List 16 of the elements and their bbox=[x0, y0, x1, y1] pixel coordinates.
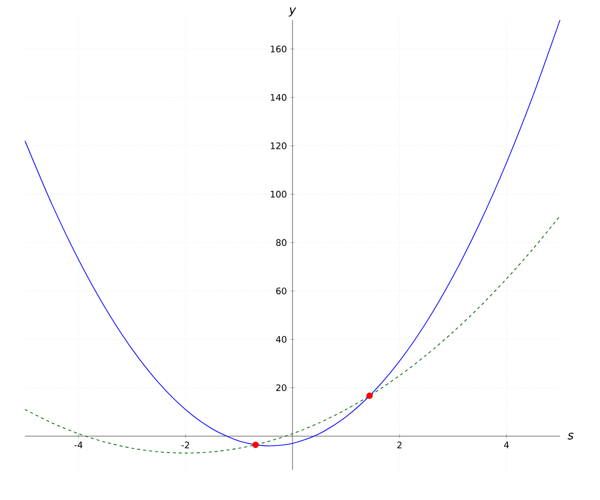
y-tick-label: 140 bbox=[270, 94, 286, 101]
y-tick-label: 100 bbox=[270, 190, 286, 198]
line-series bbox=[24, 216, 560, 454]
y-axis-title: y bbox=[288, 7, 296, 16]
x-tick-label: -4 bbox=[74, 442, 82, 448]
line-series bbox=[24, 20, 560, 446]
y-tick-label: 40 bbox=[276, 336, 286, 343]
y-tick-label: 80 bbox=[276, 239, 286, 246]
y-tick-label: 20 bbox=[276, 384, 286, 392]
y-tick-label: 160 bbox=[270, 46, 286, 52]
x-tick-label: -2 bbox=[181, 442, 190, 448]
x-tick-label: 4 bbox=[504, 442, 509, 448]
y-tick-label: 60 bbox=[276, 288, 286, 294]
y-tick-label: 120 bbox=[270, 142, 286, 150]
x-tick-label: 2 bbox=[397, 442, 402, 448]
x-axis-title: s bbox=[568, 432, 574, 440]
